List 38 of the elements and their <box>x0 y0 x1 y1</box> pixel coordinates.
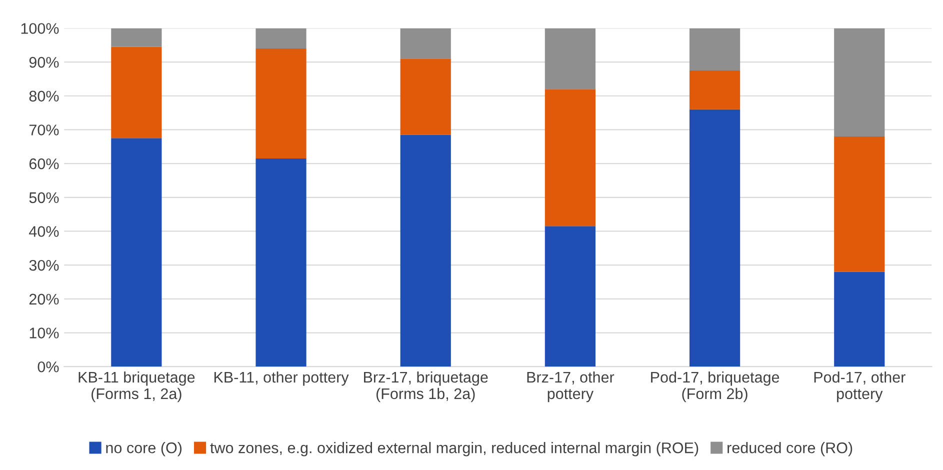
bar <box>400 58 451 135</box>
y-tick-label: 80% <box>29 90 59 102</box>
bar <box>256 158 306 367</box>
y-tick-label: 50% <box>29 192 59 204</box>
bar <box>689 28 740 70</box>
bar <box>544 89 596 226</box>
y-tick-label: 0% <box>38 361 59 372</box>
bar <box>834 272 885 367</box>
bar <box>256 28 306 49</box>
y-tick-label: 20% <box>29 294 59 305</box>
bar <box>689 70 740 110</box>
bar <box>111 138 162 367</box>
legend-label: two zones, e.g. oxidized external margin, reduced internal margin (ROE) <box>210 442 698 456</box>
bar <box>400 28 451 59</box>
bar <box>256 48 306 158</box>
bar <box>111 46 162 138</box>
y-tick-label: 10% <box>30 328 59 338</box>
bar <box>400 134 451 367</box>
y-tick-label: 60% <box>29 158 59 170</box>
bar <box>544 28 596 90</box>
x-tick-label: Pod-17, briquetage (Form 2b) <box>651 371 780 402</box>
x-tick-label: KB-11 briquetage (Forms 1, 2a) <box>78 371 195 402</box>
y-tick-label: 90% <box>29 56 59 68</box>
y-tick-label: 30% <box>29 260 59 271</box>
legend-label: reduced core (RO) <box>728 442 852 456</box>
bar <box>111 28 162 47</box>
y-tick-label: 70% <box>29 124 59 136</box>
x-tick-label: Pod-17, other pottery <box>814 371 906 402</box>
x-tick-label: Brz-17, briquetage (Forms 1b, 2a) <box>364 371 488 402</box>
bar <box>834 136 885 272</box>
legend-label: no core (O) <box>106 442 182 456</box>
bar <box>834 28 885 136</box>
x-tick-label: Brz-17, other pottery <box>527 371 614 402</box>
bar <box>689 109 740 367</box>
y-tick-label: 40% <box>29 226 59 237</box>
y-tick-label: 100% <box>21 23 59 34</box>
x-tick-label: KB-11, other pottery <box>214 371 349 386</box>
bar <box>544 226 596 367</box>
